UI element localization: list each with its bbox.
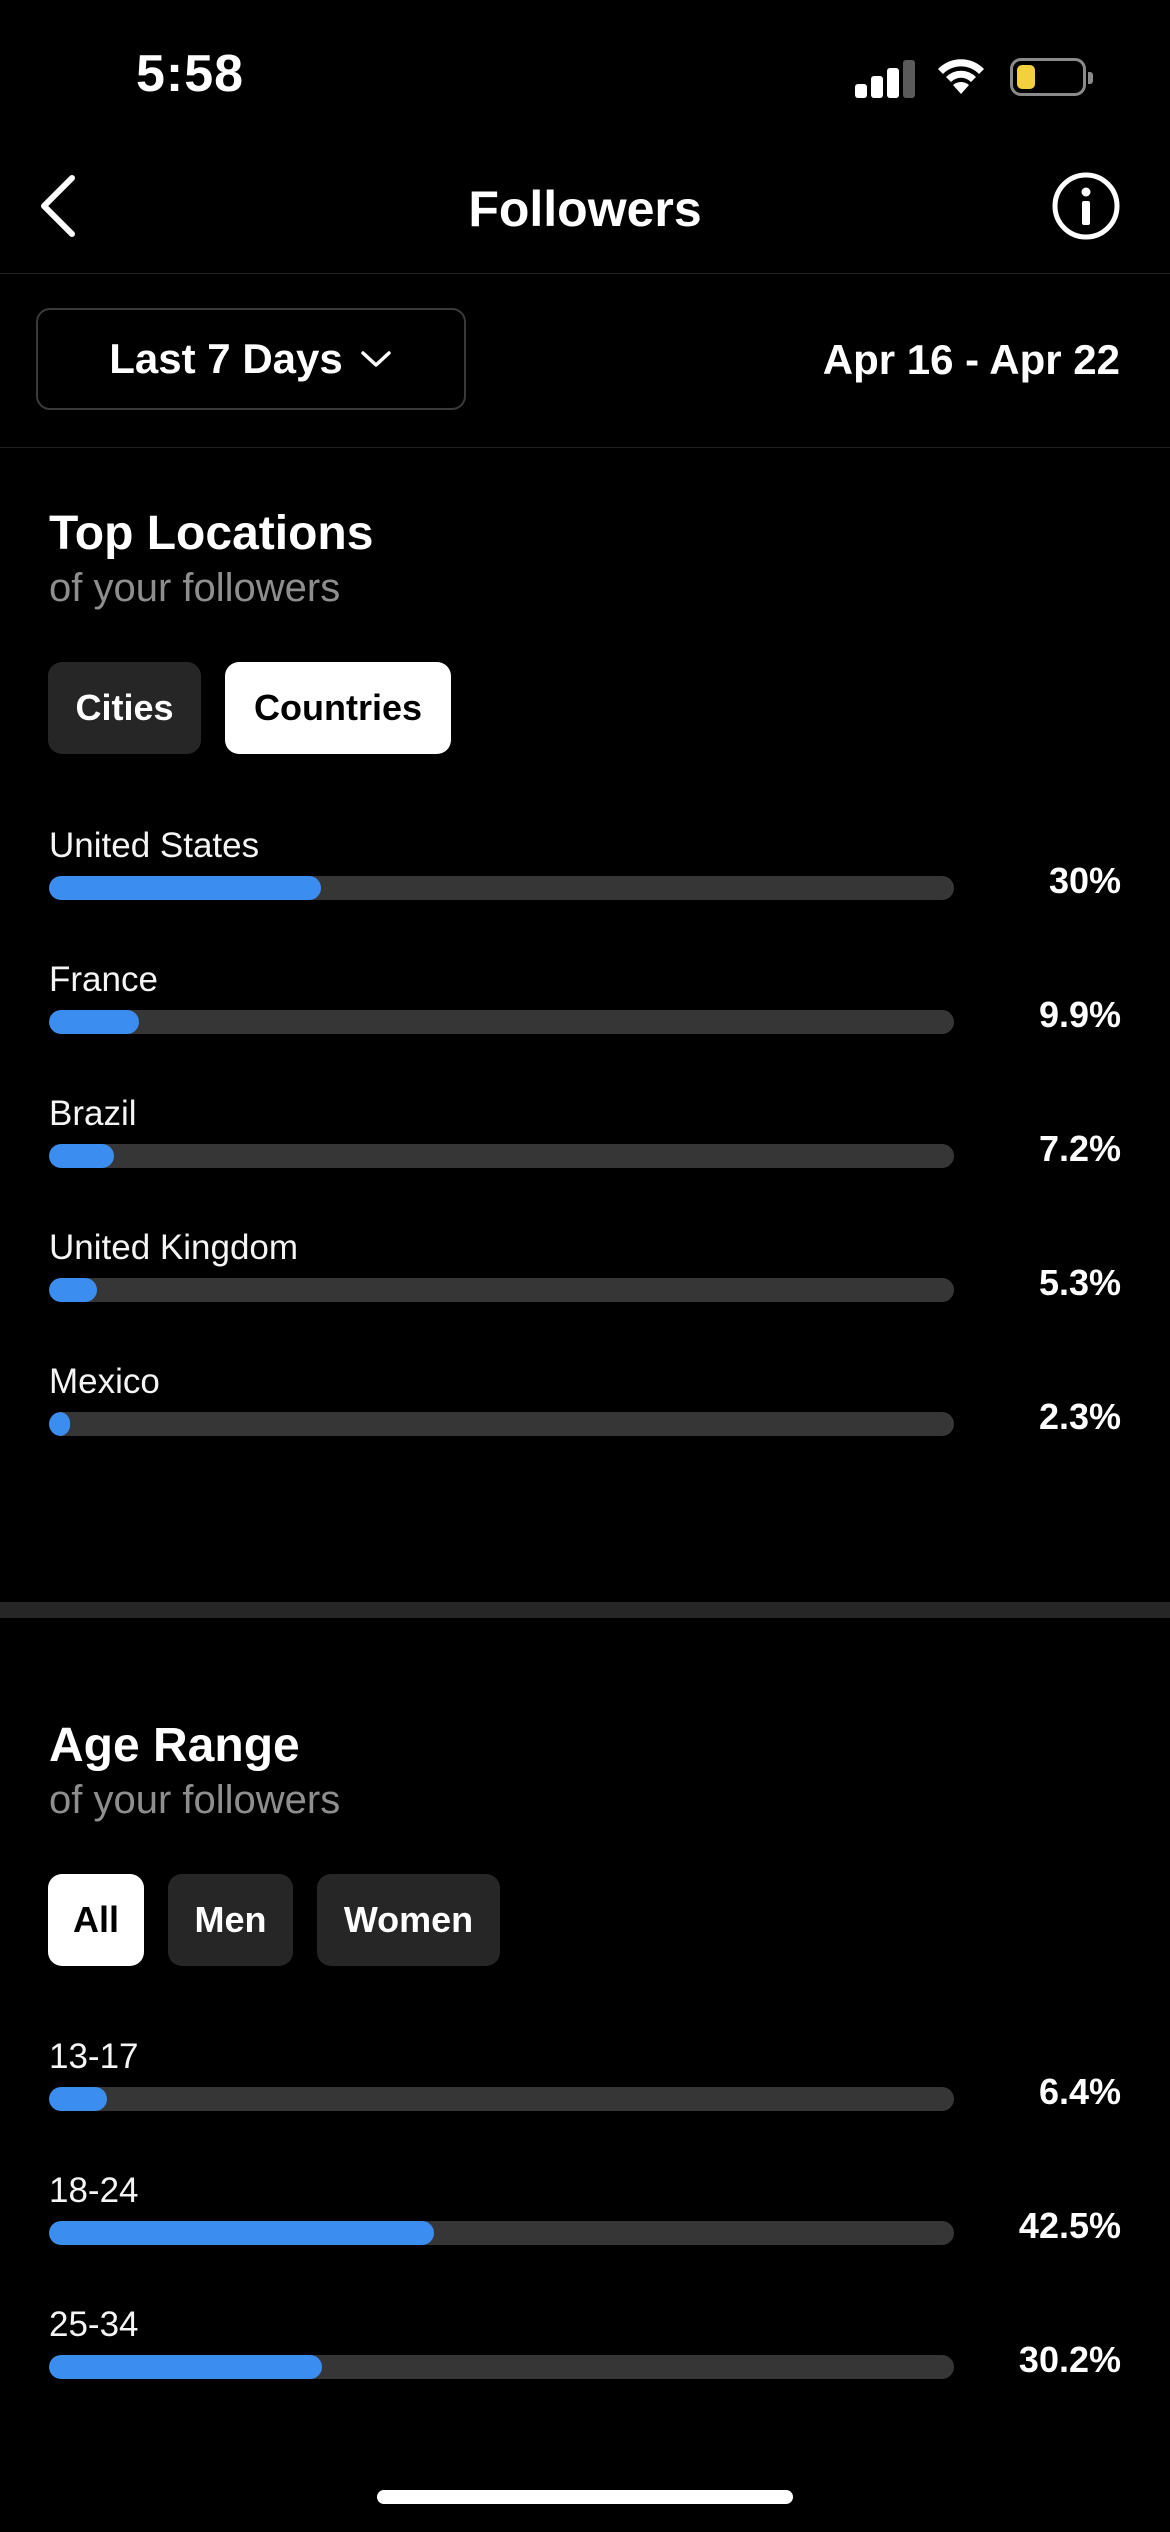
bar-value: 9.9% (1038, 994, 1121, 1035)
date-range-dropdown-label: Last 7 Days (109, 335, 343, 382)
tab-women[interactable]: Women (317, 1874, 500, 1966)
bar-row: Brazil 7.2% (49, 1094, 1121, 1224)
bar-value: 30.2% (1018, 2339, 1121, 2380)
bar-track (49, 1010, 954, 1034)
bar-row: France 9.9% (49, 960, 1121, 1090)
tab-all[interactable]: All (48, 1874, 144, 1966)
bar-label: United Kingdom (49, 1228, 299, 1267)
bar-label: Mexico (49, 1362, 160, 1401)
bar-value: 42.5% (1018, 2205, 1121, 2246)
bar-fill (49, 2087, 107, 2111)
bar-row: United Kingdom 5.3% (49, 1228, 1121, 1358)
age-range-subtitle: of your followers (49, 1778, 341, 1822)
wifi-icon (938, 59, 984, 94)
date-range-dropdown[interactable]: Last 7 Days (36, 308, 466, 410)
bar-row: 13-17 6.4% (49, 2037, 1121, 2167)
status-bar: 5:58 (0, 0, 1170, 150)
battery-icon (1010, 58, 1093, 96)
bar-row: Mexico 2.3% (49, 1362, 1121, 1492)
tab-countries[interactable]: Countries (225, 662, 451, 754)
bar-value: 2.3% (1038, 1396, 1121, 1437)
bar-fill (49, 1412, 70, 1436)
bar-fill (49, 876, 321, 900)
date-range-text: Apr 16 - Apr 22 (822, 336, 1120, 383)
back-chevron-icon[interactable] (30, 170, 100, 240)
section-divider (0, 1602, 1170, 1618)
age-range-title: Age Range (49, 1719, 300, 1772)
bar-track (49, 876, 954, 900)
bar-value: 5.3% (1038, 1262, 1121, 1303)
status-time: 5:58 (136, 45, 245, 103)
bar-value: 7.2% (1038, 1128, 1121, 1169)
nav-header: Followers (0, 150, 1170, 274)
info-icon[interactable] (1050, 170, 1122, 242)
bar-track (49, 2355, 954, 2379)
bar-fill (49, 1010, 139, 1034)
bar-value: 30% (1048, 860, 1121, 901)
tab-cities[interactable]: Cities (48, 662, 201, 754)
top-locations-title: Top Locations (49, 507, 374, 560)
bar-row: 25-34 30.2% (49, 2305, 1121, 2435)
top-locations-subtitle: of your followers (49, 566, 341, 610)
bar-label: 13-17 (49, 2037, 139, 2076)
bar-label: France (49, 960, 158, 999)
bar-label: United States (49, 826, 260, 865)
cellular-signal-icon (855, 58, 915, 98)
bar-label: Brazil (49, 1094, 137, 1133)
bar-track (49, 2221, 954, 2245)
bar-track (49, 1144, 954, 1168)
bar-track (49, 2087, 954, 2111)
bar-value: 6.4% (1038, 2071, 1121, 2112)
page-title: Followers (468, 181, 702, 237)
home-indicator (377, 2490, 793, 2504)
bar-label: 18-24 (49, 2171, 139, 2210)
chevron-down-icon (360, 351, 391, 367)
tab-men[interactable]: Men (168, 1874, 293, 1966)
bar-row: United States 30% (49, 826, 1121, 956)
bar-label: 25-34 (49, 2305, 139, 2344)
bar-track (49, 1278, 954, 1302)
bar-track (49, 1412, 954, 1436)
bar-fill (49, 2221, 434, 2245)
date-filter-row: Last 7 Days Apr 16 - Apr 22 (0, 274, 1170, 448)
bar-row: 18-24 42.5% (49, 2171, 1121, 2301)
bar-fill (49, 1144, 115, 1168)
bar-fill (49, 1278, 97, 1302)
bar-fill (49, 2355, 323, 2379)
